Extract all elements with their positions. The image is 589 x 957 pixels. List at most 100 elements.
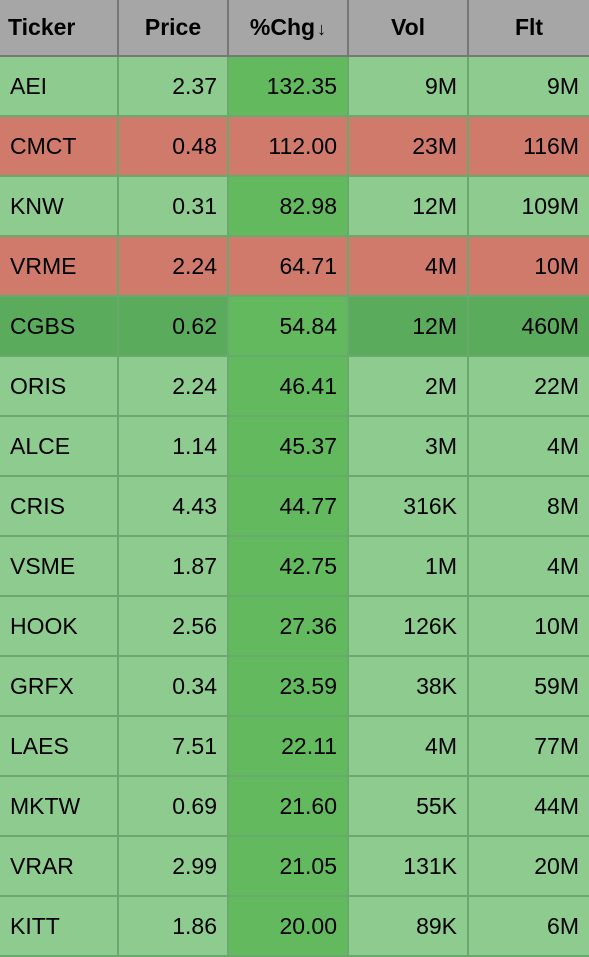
cell-price: 1.87 xyxy=(118,536,228,596)
table-header: Ticker Price %Chg↓ Vol Flt xyxy=(0,0,589,56)
table-row[interactable]: AEI2.37132.359M9M xyxy=(0,56,589,116)
cell-volume: 12M xyxy=(348,296,468,356)
cell-volume: 131K xyxy=(348,836,468,896)
cell-float: 460M xyxy=(468,296,589,356)
cell-ticker: CMCT xyxy=(0,116,118,176)
table-row[interactable]: VSME1.8742.751M4M xyxy=(0,536,589,596)
table-row[interactable]: CGBS0.6254.8412M460M xyxy=(0,296,589,356)
cell-float: 20M xyxy=(468,836,589,896)
cell-price: 0.31 xyxy=(118,176,228,236)
cell-float: 4M xyxy=(468,416,589,476)
cell-ticker: VRAR xyxy=(0,836,118,896)
cell-price: 2.24 xyxy=(118,236,228,296)
table-row[interactable]: GRFX0.3423.5938K59M xyxy=(0,656,589,716)
table-row[interactable]: LAES7.5122.114M77M xyxy=(0,716,589,776)
header-float[interactable]: Flt xyxy=(468,0,589,56)
header-row: Ticker Price %Chg↓ Vol Flt xyxy=(0,0,589,56)
table-row[interactable]: VRAR2.9921.05131K20M xyxy=(0,836,589,896)
header-volume[interactable]: Vol xyxy=(348,0,468,56)
header-ticker[interactable]: Ticker xyxy=(0,0,118,56)
header-change-label: %Chg xyxy=(250,14,315,40)
cell-change: 42.75 xyxy=(228,536,348,596)
cell-price: 1.86 xyxy=(118,896,228,956)
cell-float: 10M xyxy=(468,596,589,656)
cell-volume: 2M xyxy=(348,356,468,416)
cell-volume: 38K xyxy=(348,656,468,716)
cell-volume: 316K xyxy=(348,476,468,536)
cell-float: 10M xyxy=(468,236,589,296)
cell-change: 82.98 xyxy=(228,176,348,236)
cell-float: 6M xyxy=(468,896,589,956)
cell-price: 2.24 xyxy=(118,356,228,416)
cell-ticker: LAES xyxy=(0,716,118,776)
cell-float: 77M xyxy=(468,716,589,776)
cell-price: 0.48 xyxy=(118,116,228,176)
cell-price: 7.51 xyxy=(118,716,228,776)
cell-ticker: MKTW xyxy=(0,776,118,836)
cell-volume: 9M xyxy=(348,56,468,116)
cell-float: 8M xyxy=(468,476,589,536)
cell-change: 20.00 xyxy=(228,896,348,956)
cell-price: 0.62 xyxy=(118,296,228,356)
header-price[interactable]: Price xyxy=(118,0,228,56)
cell-price: 4.43 xyxy=(118,476,228,536)
table-row[interactable]: CMCT0.48112.0023M116M xyxy=(0,116,589,176)
cell-price: 2.99 xyxy=(118,836,228,896)
cell-ticker: ALCE xyxy=(0,416,118,476)
header-change[interactable]: %Chg↓ xyxy=(228,0,348,56)
cell-volume: 1M xyxy=(348,536,468,596)
cell-ticker: CRIS xyxy=(0,476,118,536)
table-row[interactable]: HOOK2.5627.36126K10M xyxy=(0,596,589,656)
cell-float: 9M xyxy=(468,56,589,116)
cell-change: 27.36 xyxy=(228,596,348,656)
cell-float: 109M xyxy=(468,176,589,236)
cell-ticker: VSME xyxy=(0,536,118,596)
cell-float: 44M xyxy=(468,776,589,836)
cell-change: 64.71 xyxy=(228,236,348,296)
cell-float: 4M xyxy=(468,536,589,596)
cell-volume: 3M xyxy=(348,416,468,476)
cell-float: 116M xyxy=(468,116,589,176)
cell-volume: 126K xyxy=(348,596,468,656)
cell-price: 0.69 xyxy=(118,776,228,836)
cell-change: 132.35 xyxy=(228,56,348,116)
cell-price: 2.56 xyxy=(118,596,228,656)
cell-volume: 55K xyxy=(348,776,468,836)
cell-float: 22M xyxy=(468,356,589,416)
cell-ticker: CGBS xyxy=(0,296,118,356)
cell-ticker: ORIS xyxy=(0,356,118,416)
table-row[interactable]: ALCE1.1445.373M4M xyxy=(0,416,589,476)
cell-ticker: GRFX xyxy=(0,656,118,716)
cell-change: 112.00 xyxy=(228,116,348,176)
table-body: AEI2.37132.359M9MCMCT0.48112.0023M116MKN… xyxy=(0,56,589,956)
table-row[interactable]: CRIS4.4344.77316K8M xyxy=(0,476,589,536)
table-row[interactable]: ORIS2.2446.412M22M xyxy=(0,356,589,416)
table-row[interactable]: VRME2.2464.714M10M xyxy=(0,236,589,296)
cell-price: 0.34 xyxy=(118,656,228,716)
sort-indicator-icon: ↓ xyxy=(315,19,326,39)
stock-screener-table: Ticker Price %Chg↓ Vol Flt AEI2.37132.35… xyxy=(0,0,589,957)
cell-change: 22.11 xyxy=(228,716,348,776)
cell-volume: 89K xyxy=(348,896,468,956)
cell-ticker: KNW xyxy=(0,176,118,236)
cell-volume: 12M xyxy=(348,176,468,236)
cell-float: 59M xyxy=(468,656,589,716)
cell-change: 21.05 xyxy=(228,836,348,896)
cell-change: 45.37 xyxy=(228,416,348,476)
cell-price: 1.14 xyxy=(118,416,228,476)
table-row[interactable]: KNW0.3182.9812M109M xyxy=(0,176,589,236)
cell-volume: 23M xyxy=(348,116,468,176)
cell-price: 2.37 xyxy=(118,56,228,116)
cell-volume: 4M xyxy=(348,716,468,776)
cell-ticker: KITT xyxy=(0,896,118,956)
table-row[interactable]: KITT1.8620.0089K6M xyxy=(0,896,589,956)
cell-volume: 4M xyxy=(348,236,468,296)
table-row[interactable]: MKTW0.6921.6055K44M xyxy=(0,776,589,836)
cell-ticker: AEI xyxy=(0,56,118,116)
cell-change: 21.60 xyxy=(228,776,348,836)
cell-ticker: VRME xyxy=(0,236,118,296)
cell-ticker: HOOK xyxy=(0,596,118,656)
cell-change: 54.84 xyxy=(228,296,348,356)
cell-change: 44.77 xyxy=(228,476,348,536)
cell-change: 23.59 xyxy=(228,656,348,716)
